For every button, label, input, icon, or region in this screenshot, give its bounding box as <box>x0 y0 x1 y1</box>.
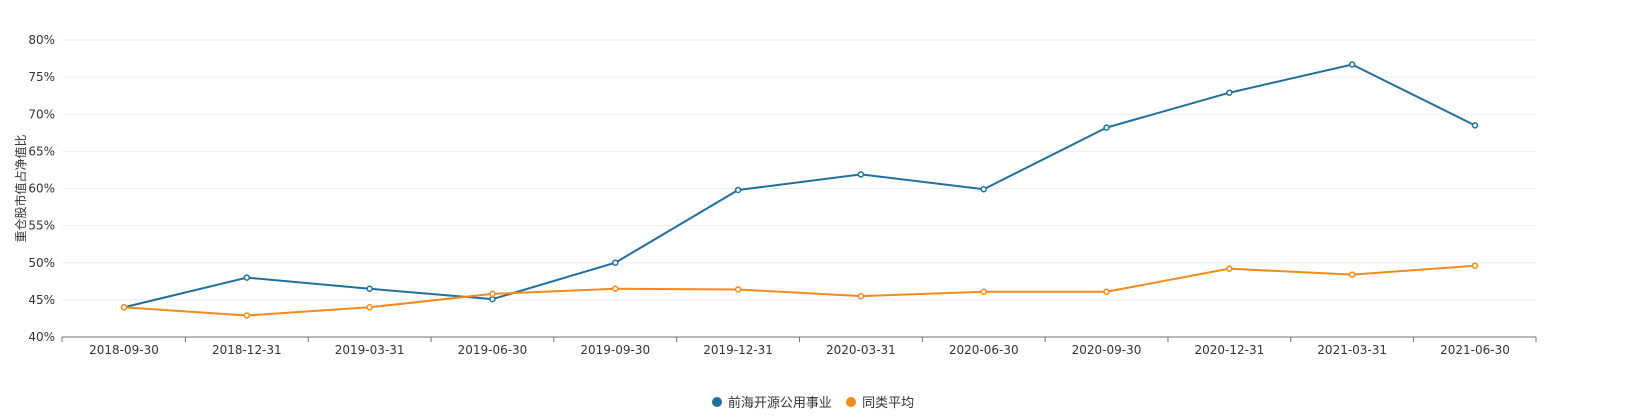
y-tick-label: 80% <box>28 33 55 47</box>
legend-dot-icon <box>711 396 722 407</box>
legend-label: 前海开源公用事业 <box>727 396 832 411</box>
series-line <box>123 63 1476 309</box>
legend: 前海开源公用事业 同类平均 <box>0 392 1626 411</box>
data-point[interactable] <box>243 274 251 281</box>
data-point[interactable] <box>1471 262 1479 269</box>
data-point[interactable] <box>980 288 987 295</box>
x-tick-label: 2021-03-31 <box>1317 343 1387 357</box>
data-point[interactable] <box>734 286 742 293</box>
y-axis-label: 重仓股市值占净值比 <box>13 134 28 242</box>
data-point[interactable] <box>366 304 373 311</box>
x-tick-label: 2020-03-31 <box>826 343 896 357</box>
data-point[interactable] <box>857 292 865 300</box>
y-tick-label: 60% <box>28 182 55 196</box>
y-axis-ticks: 40% 45% 50% 55% 60% 65% 70% 75% 80% <box>28 33 55 344</box>
data-point[interactable] <box>489 295 496 303</box>
data-point[interactable] <box>857 171 865 178</box>
x-tick-label: 2019-12-31 <box>703 343 773 357</box>
data-point[interactable] <box>366 285 373 292</box>
data-point[interactable] <box>120 304 128 311</box>
x-tick-label: 2021-06-30 <box>1440 343 1510 357</box>
x-tick-label: 2019-03-31 <box>335 343 405 357</box>
y-tick-label: 70% <box>28 107 55 121</box>
series-lines <box>120 61 1479 319</box>
x-tick-label: 2018-09-30 <box>89 343 159 357</box>
x-axis: 2018-09-30 2018-12-31 2019-03-31 2019-06-30… <box>61 336 1537 357</box>
data-point[interactable] <box>734 186 742 194</box>
data-point[interactable] <box>1103 288 1110 295</box>
grid-lines <box>62 39 1536 301</box>
data-point[interactable] <box>1226 89 1233 96</box>
legend-label: 同类平均 <box>862 396 915 411</box>
line-chart: 40%45%50%55%60%65%70%75%80% 2018-09-30 20… <box>13 33 1537 357</box>
data-point[interactable] <box>243 312 251 319</box>
x-tick-label: 2018-12-31 <box>212 343 282 357</box>
data-point[interactable] <box>489 290 496 298</box>
y-tick-label: 65% <box>28 144 55 158</box>
x-tick-label: 2020-06-30 <box>949 343 1019 357</box>
x-tick-label: 2019-06-30 <box>458 343 528 357</box>
legend-item-fund[interactable]: 前海开源公用事业 <box>711 392 832 411</box>
data-point[interactable] <box>1226 265 1233 272</box>
data-point[interactable] <box>612 285 619 292</box>
legend-item-average[interactable]: 同类平均 <box>846 392 914 411</box>
x-tick-label: 2020-12-31 <box>1194 343 1264 357</box>
data-point[interactable] <box>1348 61 1356 68</box>
y-tick-label: 55% <box>28 219 55 233</box>
y-tick-label: 75% <box>28 70 55 84</box>
y-tick-label: 45% <box>28 293 55 307</box>
data-point[interactable] <box>612 259 619 266</box>
data-point[interactable] <box>1471 122 1479 129</box>
data-point[interactable] <box>1348 271 1356 278</box>
series-line <box>123 264 1476 317</box>
y-tick-label: 40% <box>28 330 55 344</box>
x-tick-label: 2019-09-30 <box>580 343 650 357</box>
data-point[interactable] <box>980 185 987 193</box>
legend-dot-icon <box>846 396 857 407</box>
y-tick-label: 50% <box>28 256 55 270</box>
data-point[interactable] <box>1103 124 1110 131</box>
x-tick-label: 2020-09-30 <box>1072 343 1142 357</box>
